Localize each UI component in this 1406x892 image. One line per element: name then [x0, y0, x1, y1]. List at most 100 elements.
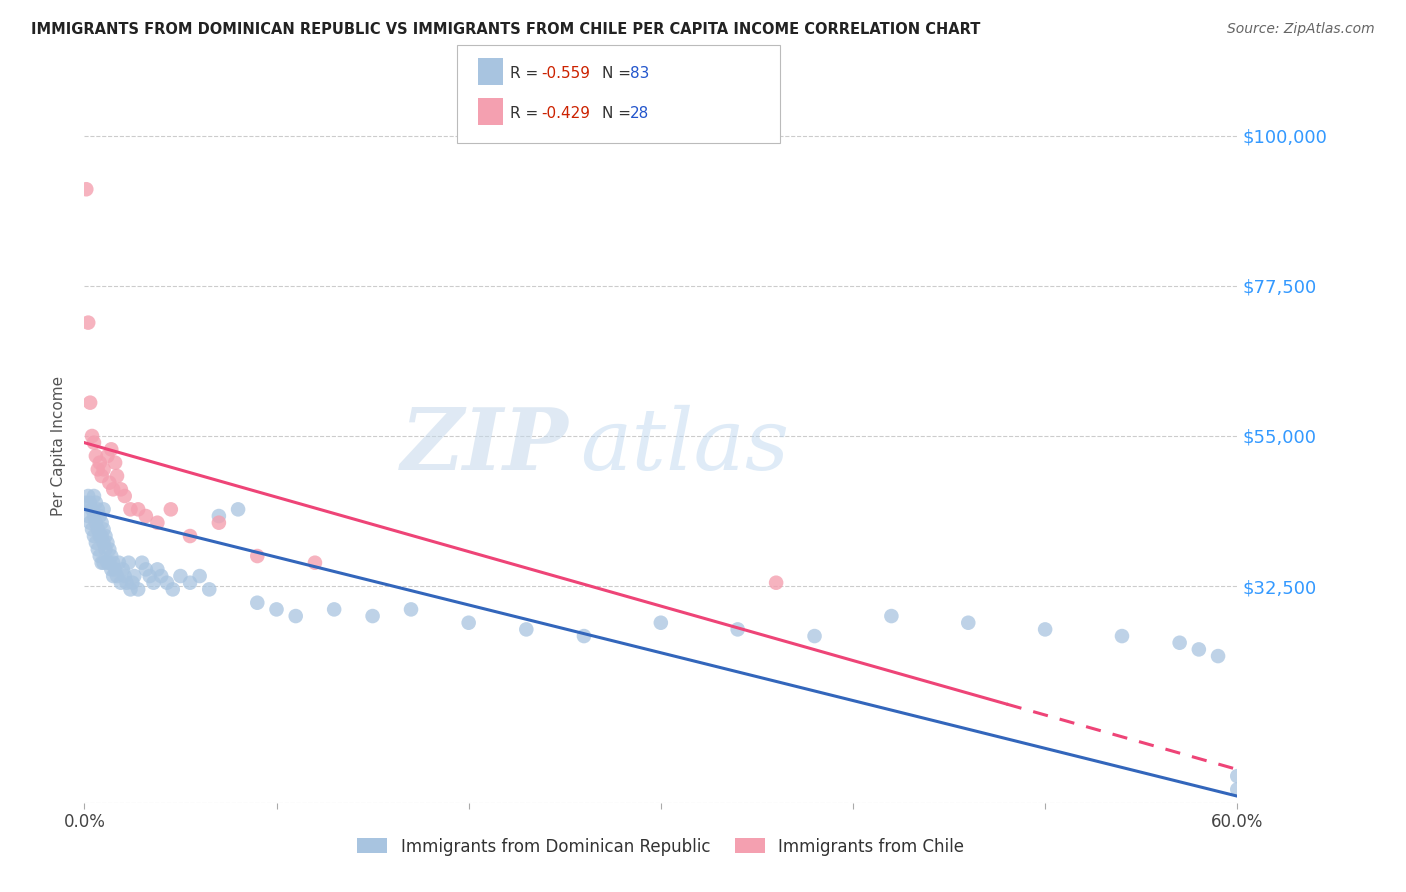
Point [727, 623, 749, 637]
Y-axis label: Per Capita Income: Per Capita Income [51, 376, 66, 516]
Point [93, 522, 115, 536]
Text: ZIP: ZIP [401, 404, 568, 488]
Point [98, 556, 121, 570]
Point [115, 575, 138, 590]
Point [75, 182, 97, 196]
Point [188, 569, 211, 583]
Point [75, 496, 97, 510]
Point [108, 556, 131, 570]
Point [121, 575, 143, 590]
Point [226, 502, 249, 516]
Point [94, 542, 117, 557]
Point [124, 569, 146, 583]
Point [100, 549, 122, 563]
Point [114, 569, 136, 583]
Point [361, 609, 384, 624]
Point [457, 615, 479, 630]
Point [77, 489, 100, 503]
Point [515, 623, 537, 637]
Point [84, 496, 107, 510]
Point [90, 516, 112, 530]
Point [104, 562, 127, 576]
Text: R =: R = [510, 66, 544, 80]
Text: -0.559: -0.559 [541, 66, 591, 80]
Point [127, 582, 149, 597]
Point [150, 569, 173, 583]
Text: N =: N = [602, 66, 636, 80]
Point [105, 469, 128, 483]
Point [246, 596, 269, 610]
Point [80, 522, 103, 536]
Text: R =: R = [510, 106, 544, 120]
Point [111, 562, 134, 576]
Point [87, 502, 110, 516]
Point [1033, 623, 1056, 637]
Point [127, 502, 149, 516]
Point [87, 522, 110, 536]
Point [79, 395, 101, 409]
Point [96, 449, 118, 463]
Point [93, 462, 115, 476]
Point [93, 535, 115, 549]
Point [96, 556, 118, 570]
Point [160, 502, 183, 516]
Point [114, 489, 136, 503]
Point [957, 615, 980, 630]
Text: 83: 83 [630, 66, 650, 80]
Point [104, 456, 127, 470]
Point [266, 602, 288, 616]
Point [83, 529, 105, 543]
Point [100, 562, 122, 576]
Point [323, 602, 346, 616]
Text: N =: N = [602, 106, 636, 120]
Legend: Immigrants from Dominican Republic, Immigrants from Chile: Immigrants from Dominican Republic, Immi… [350, 831, 972, 863]
Point [110, 575, 132, 590]
Point [98, 542, 121, 557]
Point [179, 575, 201, 590]
Point [198, 582, 221, 597]
Point [110, 483, 132, 497]
Point [1168, 636, 1191, 650]
Point [94, 529, 117, 543]
Point [131, 556, 153, 570]
Point [1226, 769, 1249, 783]
Point [162, 582, 184, 597]
Point [208, 516, 231, 530]
Point [84, 449, 107, 463]
Point [1188, 642, 1211, 657]
Point [399, 602, 422, 616]
Point [120, 582, 142, 597]
Point [1206, 649, 1229, 664]
Point [156, 575, 179, 590]
Point [93, 502, 115, 516]
Point [304, 556, 326, 570]
Point [77, 316, 100, 330]
Point [79, 496, 101, 510]
Text: 28: 28 [630, 106, 650, 120]
Point [765, 575, 787, 590]
Point [100, 442, 122, 457]
Text: Source: ZipAtlas.com: Source: ZipAtlas.com [1227, 22, 1375, 37]
Point [90, 469, 112, 483]
Point [80, 429, 103, 443]
Point [179, 529, 201, 543]
Point [650, 615, 672, 630]
Point [90, 556, 112, 570]
Point [284, 609, 307, 624]
Point [117, 556, 139, 570]
Point [84, 535, 107, 549]
Text: IMMIGRANTS FROM DOMINICAN REPUBLIC VS IMMIGRANTS FROM CHILE PER CAPITA INCOME CO: IMMIGRANTS FROM DOMINICAN REPUBLIC VS IM… [31, 22, 980, 37]
Point [803, 629, 825, 643]
Point [84, 516, 107, 530]
Point [105, 569, 128, 583]
Point [83, 489, 105, 503]
Point [120, 502, 142, 516]
Point [146, 516, 169, 530]
Point [103, 556, 124, 570]
Point [103, 569, 124, 583]
Point [169, 569, 191, 583]
Point [80, 502, 103, 516]
Point [98, 475, 121, 490]
Point [83, 435, 105, 450]
Point [208, 509, 231, 524]
